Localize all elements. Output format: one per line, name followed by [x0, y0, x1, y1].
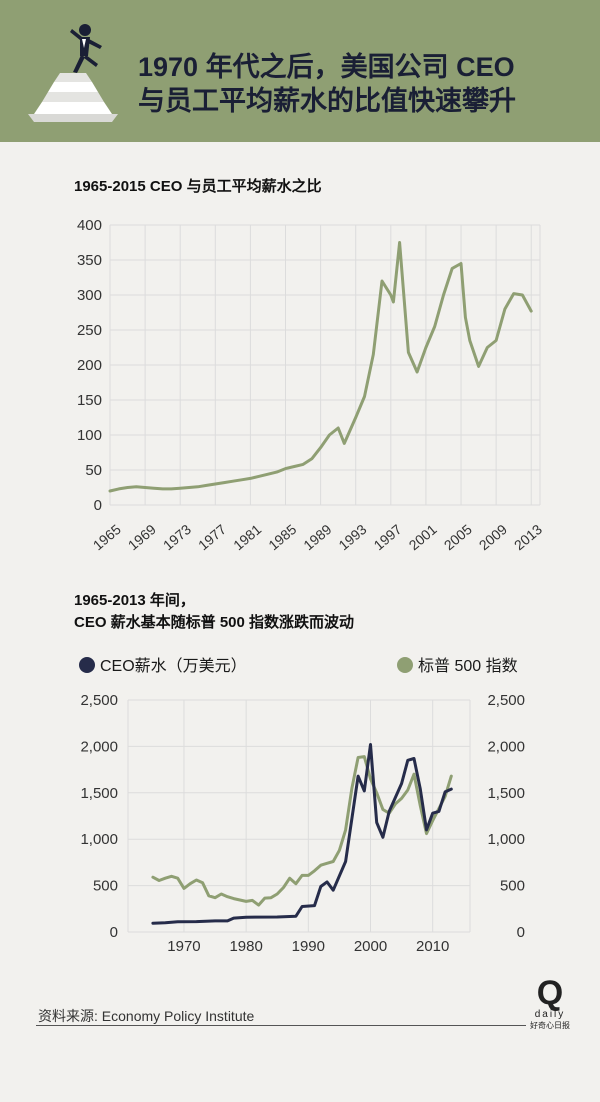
ceo-pay-series-line	[151, 743, 453, 925]
x-tick-label: 1977	[195, 521, 229, 553]
logo-word: daily	[534, 1009, 566, 1020]
chart2-title-line2: CEO 薪水基本随标普 500 指数涨跌而波动	[74, 614, 355, 631]
legend-ceo-label: CEO薪水（万美元）	[100, 657, 247, 675]
x-tick-label: 1993	[335, 521, 369, 553]
x-tick-label: 2010	[416, 938, 449, 955]
pay-vs-sp500-chart: CEO薪水（万美元） 标普 500 指数 0 0 500 500 1,000 1,000 1…	[79, 657, 525, 955]
y-tick-label: 100	[77, 427, 102, 444]
logo-mark: Q	[536, 974, 564, 1012]
legend-ceo-swatch	[79, 657, 95, 673]
page-title-line1: 1970 年代之后，美国公司 CEO	[138, 52, 515, 82]
x-tick-label: 1985	[265, 521, 299, 553]
ratio-series-line	[108, 241, 533, 493]
x-tick-label: 2005	[441, 521, 475, 553]
x-tick-label: 2009	[476, 521, 510, 553]
y-tick-label: 400	[77, 217, 102, 234]
x-tick-label: 1965	[90, 521, 124, 553]
x-tick-label: 2000	[354, 938, 387, 955]
x-tick-label: 2001	[406, 521, 440, 553]
x-tick-label: 1997	[371, 521, 405, 553]
x-tick-label: 1973	[160, 521, 194, 553]
x-tick-label: 1981	[230, 521, 264, 553]
y-tick-label: 50	[85, 462, 102, 479]
x-tick-label: 1990	[292, 938, 325, 955]
page-title: 1970 年代之后，美国公司 CEO 与员工平均薪水的比值快速攀升	[138, 50, 588, 118]
x-tick-label: 2013	[511, 521, 545, 553]
y-right-tick-label: 500	[500, 878, 525, 895]
x-tick-label: 1989	[300, 521, 334, 553]
y-left-tick-label: 500	[93, 878, 118, 895]
y-tick-label: 350	[77, 252, 102, 269]
page-title-line2: 与员工平均薪水的比值快速攀升	[138, 86, 516, 116]
qdaily-logo: Q daily 好奇心日报	[528, 976, 572, 1032]
header-banner: 1970 年代之后，美国公司 CEO 与员工平均薪水的比值快速攀升	[0, 0, 600, 142]
y-left-tick-label: 2,500	[80, 692, 118, 709]
y-tick-label: 200	[77, 357, 102, 374]
source-note: 资料来源: Economy Policy Institute	[38, 1008, 255, 1024]
y-right-tick-label: 2,000	[487, 738, 525, 755]
y-right-tick-label: 1,000	[487, 831, 525, 848]
x-tick-label: 1980	[229, 938, 262, 955]
y-tick-label: 250	[77, 322, 102, 339]
sp500-series-line	[151, 755, 453, 907]
y-left-tick-label: 2,000	[80, 738, 118, 755]
ratio-line-chart: 0 50 100 150 200 250 300 350 400 1965 1969 1973 1977…	[77, 217, 545, 553]
y-right-tick-label: 0	[517, 924, 525, 941]
chart2-title-line1: 1965-2013 年间，	[74, 592, 195, 609]
legend-sp500-label: 标普 500 指数	[418, 657, 518, 675]
legend-sp500: 标普 500 指数	[397, 657, 518, 675]
y-right-tick-label: 1,500	[487, 785, 525, 802]
x-tick-label: 1970	[167, 938, 200, 955]
x-tick-label: 1969	[125, 521, 159, 553]
y-tick-label: 150	[77, 392, 102, 409]
y-tick-label: 0	[94, 497, 102, 514]
legend-sp500-swatch	[397, 657, 413, 673]
legend-ceo: CEO薪水（万美元）	[79, 657, 247, 675]
y-left-tick-label: 1,000	[80, 831, 118, 848]
ceo-on-podium-icon	[28, 24, 118, 122]
chart1-title: 1965-2015 CEO 与员工平均薪水之比	[74, 178, 322, 195]
y-left-tick-label: 1,500	[80, 785, 118, 802]
logo-cn: 好奇心日报	[530, 1021, 570, 1030]
source-divider	[36, 1025, 526, 1026]
y-left-tick-label: 0	[110, 924, 118, 941]
y-right-tick-label: 2,500	[487, 692, 525, 709]
y-tick-label: 300	[77, 287, 102, 304]
chart2-title: 1965-2013 年间， CEO 薪水基本随标普 500 指数涨跌而波动	[74, 590, 354, 634]
